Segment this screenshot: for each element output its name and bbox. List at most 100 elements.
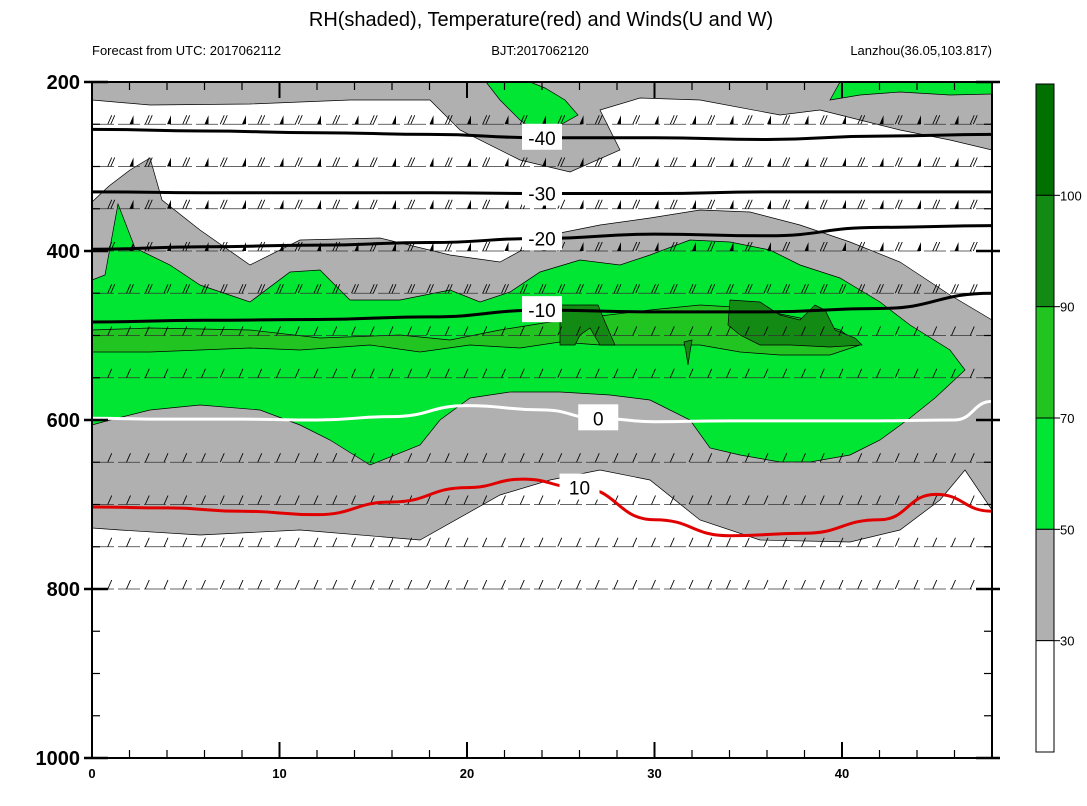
barb-feather — [707, 326, 713, 336]
wind-barb — [542, 115, 546, 125]
barb-flag — [804, 115, 809, 125]
barb-feather — [429, 284, 434, 294]
wind-barb — [617, 199, 621, 209]
wind-barb — [407, 579, 413, 590]
barb-feather — [222, 284, 228, 294]
wind-barb — [182, 537, 188, 547]
wind-barb — [332, 199, 341, 209]
wind-barb — [107, 115, 116, 125]
wind-barb — [782, 241, 791, 252]
barb-flag — [504, 157, 509, 167]
wind-barb — [429, 115, 434, 125]
barb-feather — [388, 368, 394, 378]
barb-feather — [482, 368, 488, 378]
rh-shade-70 — [92, 304, 861, 356]
wind-barb — [238, 495, 244, 505]
barb-feather — [876, 453, 881, 463]
wind-barb — [969, 157, 978, 167]
barb-flag — [354, 199, 359, 209]
barb-feather — [707, 241, 713, 252]
barb-feather — [594, 241, 600, 252]
wind-barb — [801, 326, 806, 336]
wind-barb — [819, 115, 828, 125]
barb-feather — [129, 284, 134, 294]
colorbar-bin — [1035, 640, 1055, 753]
barb-feather — [369, 157, 375, 167]
wind-barb — [782, 284, 791, 294]
wind-barb — [707, 579, 713, 590]
barb-feather — [538, 495, 544, 505]
wind-barb — [126, 537, 131, 547]
wind-barb — [819, 284, 828, 294]
wind-barb — [688, 284, 697, 294]
wind-barb — [126, 368, 131, 378]
barb-feather — [707, 453, 713, 463]
barb-flag — [654, 199, 659, 209]
wind-barb — [538, 326, 544, 336]
barb-feather — [201, 579, 206, 590]
barb-feather — [632, 199, 638, 209]
barb-feather — [594, 284, 600, 294]
wind-barb — [857, 495, 863, 505]
contour-label-background — [578, 404, 619, 431]
barb-feather — [747, 241, 753, 252]
barb-feather — [785, 241, 791, 252]
wind-barb — [388, 453, 394, 463]
barb-feather — [447, 199, 453, 209]
barb-feather — [519, 453, 525, 463]
wind-barb — [388, 326, 394, 336]
wind-barb — [107, 326, 113, 336]
x-tick-label: 0 — [88, 766, 95, 781]
wind-barb — [501, 326, 506, 336]
barb-feather — [579, 284, 584, 294]
barb-feather — [501, 368, 506, 378]
barb-flag — [729, 242, 734, 251]
barb-feather — [260, 115, 266, 125]
barb-feather — [672, 241, 678, 252]
barb-feather — [110, 157, 116, 167]
barb-feather — [785, 115, 791, 125]
barb-flag — [542, 157, 546, 167]
barb-feather — [969, 453, 975, 463]
barb-feather — [897, 115, 903, 125]
barb-feather — [107, 326, 113, 336]
barb-feather — [219, 368, 225, 378]
barb-feather — [313, 537, 319, 547]
wind-barb — [576, 453, 581, 463]
barb-feather — [632, 453, 638, 463]
barb-feather — [313, 453, 319, 463]
barb-feather — [447, 115, 453, 125]
wind-barb — [504, 115, 509, 125]
wind-barb — [482, 453, 488, 463]
wind-barb — [369, 157, 378, 167]
barb-feather — [147, 157, 153, 167]
wind-barb — [501, 453, 506, 463]
barb-feather — [219, 537, 225, 547]
wind-barb — [519, 579, 525, 590]
barb-feather — [594, 115, 600, 125]
barb-feather — [597, 157, 603, 167]
barb-flag — [767, 242, 771, 251]
barb-feather — [819, 199, 825, 209]
wind-barb — [917, 115, 921, 125]
barb-feather — [838, 495, 844, 505]
barb-feather — [707, 579, 713, 590]
wind-barb — [257, 326, 263, 336]
barb-feather — [766, 284, 772, 294]
wind-barb — [257, 453, 263, 463]
wind-barb — [932, 326, 938, 336]
barb-feather — [669, 495, 675, 505]
wind-barb — [767, 157, 771, 167]
barb-feather — [163, 495, 169, 505]
barb-feather — [897, 241, 903, 252]
barb-feather — [632, 368, 638, 378]
wind-barb — [144, 284, 153, 294]
barb-feather — [894, 115, 900, 125]
barb-feather — [297, 157, 303, 167]
wind-barb — [576, 579, 581, 590]
wind-barb — [519, 115, 528, 125]
barb-feather — [801, 495, 806, 505]
barb-feather — [332, 157, 338, 167]
barb-feather — [801, 537, 806, 547]
barb-feather — [782, 284, 788, 294]
